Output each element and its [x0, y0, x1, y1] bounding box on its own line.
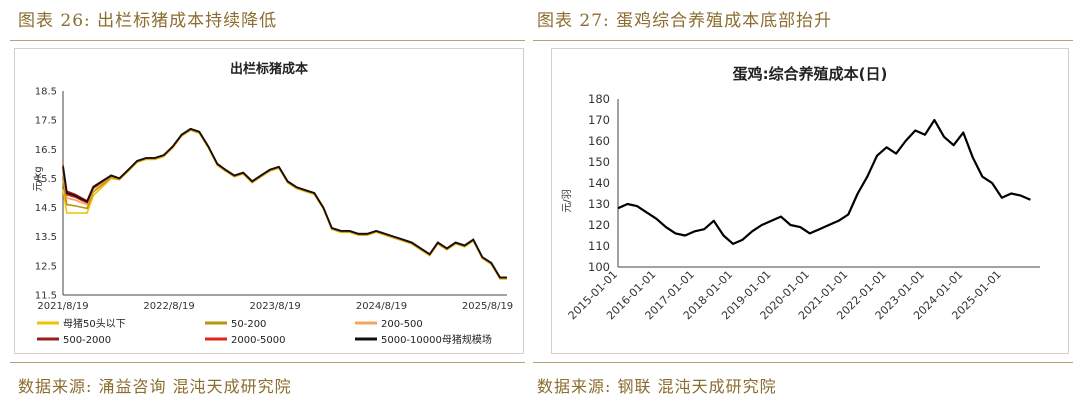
pig-y-tick-label: 14.5 — [35, 203, 57, 214]
egg-series-line — [617, 118, 1031, 245]
egg-y-tick-label: 180 — [588, 92, 610, 106]
pig-x-tick-label: 2024/8/19 — [356, 301, 407, 312]
egg-cost-chart: 蛋鸡:综合养殖成本(日) 元/羽 180 170 160 150 140 130 120 11… — [561, 65, 1040, 322]
egg-y-tick-label: 160 — [588, 134, 610, 148]
egg-y-tick-label: 150 — [588, 155, 610, 169]
pig-x-tick-label: 2022/8/19 — [143, 301, 194, 312]
egg-y-tick-label: 110 — [588, 239, 610, 253]
right-source-rule — [533, 362, 1073, 363]
pig-y-tick-label: 11.5 — [35, 291, 57, 302]
pig-legend-label: 500-2000 — [63, 335, 111, 346]
pig-series-line-5 — [62, 127, 507, 279]
pig-y-tick-label: 18.5 — [35, 87, 57, 98]
right-figure-title: 图表 27: 蛋鸡综合养殖成本底部抬升 — [537, 11, 833, 31]
pig-legend-label: 200-500 — [381, 319, 423, 330]
right-title-rule — [533, 40, 1073, 41]
egg-y-tick-label: 140 — [588, 176, 610, 190]
egg-chart-title: 蛋鸡:综合养殖成本(日) — [733, 65, 888, 83]
pig-legend-label: 5000-10000母猪规模场 — [381, 333, 492, 346]
pig-series-line-2 — [62, 128, 507, 279]
pig-y-tick-label: 17.5 — [35, 116, 57, 127]
egg-y-tick-label: 170 — [588, 113, 610, 127]
pig-x-tick-label: 2023/8/19 — [249, 301, 300, 312]
egg-chart-ylabel: 元/羽 — [561, 189, 573, 212]
pig-cost-chart: 出栏标猪成本 元/kg 18.5 17.5 16.5 15.5 14.5 13.5 12.5… — [33, 61, 513, 346]
egg-y-tick-label: 120 — [588, 218, 610, 232]
right-chart-panel: 蛋鸡:综合养殖成本(日) 元/羽 180 170 160 150 140 130 120 11… — [551, 48, 1069, 354]
left-title-rule — [10, 40, 525, 41]
pig-y-tick-label: 16.5 — [35, 145, 57, 156]
left-figure-title: 图表 26: 出栏标猪成本持续降低 — [18, 11, 278, 31]
pig-y-tick-label: 13.5 — [35, 232, 57, 243]
pig-y-tick-label: 15.5 — [35, 174, 57, 185]
pig-legend-label: 50-200 — [231, 319, 266, 330]
pig-series-line-3 — [62, 127, 507, 279]
pig-x-tick-label: 2021/8/19 — [37, 301, 88, 312]
pig-series-line-1 — [62, 128, 507, 280]
pig-chart-ylabel: 元/kg — [33, 166, 44, 192]
pig-chart-title: 出栏标猪成本 — [230, 61, 308, 77]
pig-series-line-4 — [62, 128, 507, 279]
left-source-note: 数据来源: 涌益咨询 混沌天成研究院 — [18, 377, 292, 396]
pig-legend-label: 母猪50头以下 — [63, 318, 126, 330]
egg-y-tick-label: 130 — [588, 197, 610, 211]
pig-series-line-0 — [62, 129, 507, 280]
pig-x-tick-label: 2025/8/19 — [462, 301, 513, 312]
pig-legend-label: 2000-5000 — [231, 335, 286, 346]
pig-y-tick-label: 12.5 — [35, 261, 57, 272]
left-source-rule — [10, 362, 525, 363]
egg-y-tick-label: 100 — [588, 260, 610, 274]
right-source-note: 数据来源: 钢联 混沌天成研究院 — [537, 377, 777, 396]
left-chart-panel: 出栏标猪成本 元/kg 18.5 17.5 16.5 15.5 14.5 13.5 12.5… — [14, 48, 524, 354]
